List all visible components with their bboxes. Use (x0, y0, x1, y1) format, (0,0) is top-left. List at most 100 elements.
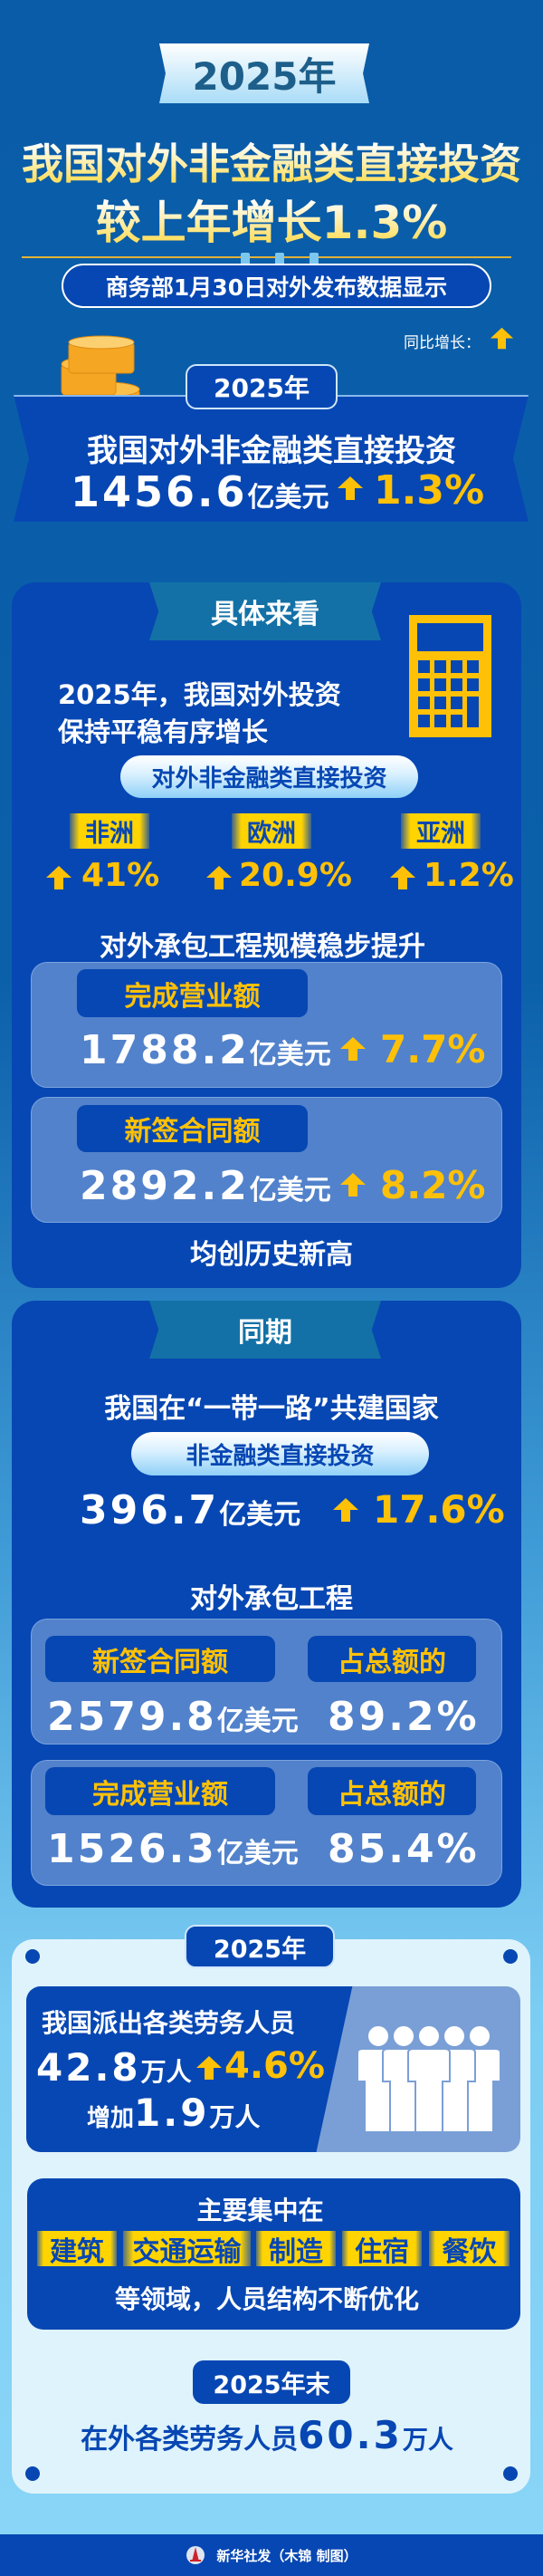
gold-divider (22, 256, 511, 258)
details-pill-label: 对外非金融类直接投资 (151, 765, 387, 793)
labor-increase-unit: 万人 (209, 2102, 261, 2132)
contract-value: 2579.8亿美元 (47, 1694, 299, 1740)
footer-bar: 新华社发（木锦 制图） (0, 2534, 543, 2576)
credit-text: 新华社发（木锦 制图） (216, 2547, 357, 2564)
xinhua-logo-icon (186, 2546, 205, 2564)
year-banner-text: 2025年 (192, 53, 337, 99)
summary-value-number: 1456.6 (71, 467, 248, 516)
details-intro-line1: 2025年，我国对外投资 (58, 679, 341, 710)
share-value: 85.4% (328, 1826, 480, 1872)
contract-label: 新签合同额 (45, 1636, 275, 1682)
up-arrow-icon (45, 864, 72, 891)
contract-label: 完成营业额 (77, 969, 308, 1017)
headline-line1: 我国对外非金融类直接投资 (0, 131, 543, 191)
belt-road-heading: 我国在“一带一路”共建国家 (104, 1393, 439, 1425)
sector-tag: 交通运输 (123, 2231, 251, 2268)
calculator-icon (409, 615, 491, 737)
corner-dot (503, 1949, 518, 1964)
summary-ribbon (14, 395, 529, 522)
contract-label-text: 完成营业额 (92, 1778, 228, 1811)
corner-dot (503, 2466, 518, 2481)
share-label-text: 占总额的 (338, 1646, 446, 1678)
belt-road-pill: 非金融类直接投资 (131, 1432, 429, 1475)
sector-name: 餐饮 (442, 2235, 497, 2268)
share-label: 占总额的 (308, 1636, 476, 1682)
focus-heading: 主要集中在 (196, 2196, 324, 2225)
belt-road-tab-label: 同期 (238, 1317, 292, 1349)
labor-increase-prefix: 增加 (87, 2105, 135, 2132)
region-growth: 41% (81, 857, 160, 894)
sector-tag: 建筑 (37, 2231, 117, 2268)
contract-value-number: 1526.3 (47, 1826, 217, 1872)
labor-unit: 万人 (140, 2057, 192, 2087)
up-arrow-icon (339, 1171, 367, 1198)
share-label: 占总额的 (308, 1767, 476, 1815)
belt-road-growth: 17.6% (373, 1487, 505, 1532)
labor-year-tab: 2025年 (185, 1925, 335, 1968)
contract-label: 新签合同额 (77, 1105, 308, 1152)
summary-unit: 亿美元 (247, 482, 329, 514)
sector-name: 制造 (269, 2235, 323, 2268)
people-group-icon (357, 2025, 501, 2132)
contract-label-text: 新签合同额 (92, 1646, 228, 1678)
sector-tag: 餐饮 (429, 2231, 510, 2268)
legend-label: 同比增长： (404, 334, 481, 352)
contract-value: 1526.3亿美元 (47, 1826, 299, 1872)
labor-heading: 我国派出各类劳务人员 (42, 2008, 296, 2038)
divider-tab (241, 253, 250, 267)
region-europe: 欧洲 (232, 813, 311, 849)
details-footer: 均创历史新高 (190, 1239, 353, 1271)
sector-tag: 住宿 (342, 2231, 422, 2268)
belt-road-value-number: 396.7 (80, 1487, 220, 1533)
labor-year: 2025年 (213, 1935, 307, 1964)
region-africa: 非洲 (70, 813, 149, 849)
contract-growth: 8.2% (380, 1163, 486, 1207)
up-arrow-icon (490, 326, 514, 351)
source-text: 商务部1月30日对外发布数据显示 (105, 274, 448, 301)
summary-label: 我国对外非金融类直接投资 (87, 433, 456, 469)
focus-footer: 等领域，人员结构不断优化 (114, 2284, 419, 2314)
sector-name: 建筑 (50, 2235, 104, 2268)
labor-growth: 4.6% (224, 2045, 325, 2087)
contract-heading: 对外承包工程规模稳步提升 (100, 931, 425, 963)
contract-label: 完成营业额 (45, 1767, 275, 1815)
yearend-badge: 2025年末 (193, 2360, 350, 2404)
contract-label-text: 完成营业额 (124, 980, 261, 1013)
summary-year: 2025年 (214, 373, 310, 403)
share-label-text: 占总额的 (338, 1778, 446, 1811)
sector-name: 交通运输 (132, 2235, 242, 2268)
yearend-unit: 万人 (402, 2425, 453, 2455)
headline-line2: 较上年增长1.3% (0, 187, 543, 252)
coins-icon (61, 335, 140, 410)
contract-value-number: 2579.8 (47, 1694, 217, 1740)
belt-road-contract-heading: 对外承包工程 (190, 1583, 353, 1615)
belt-road-value: 396.7亿美元 (80, 1487, 300, 1533)
region-asia: 亚洲 (401, 813, 481, 849)
labor-increase: 增加1.9万人 (87, 2091, 260, 2135)
divider-tab (310, 253, 319, 267)
contract-unit: 亿美元 (216, 1838, 299, 1870)
contract-value-number: 2892.2 (80, 1163, 250, 1209)
region-name: 欧洲 (247, 820, 296, 848)
up-arrow-icon (195, 2054, 223, 2081)
corner-dot (25, 1949, 40, 1964)
sector-name: 住宿 (355, 2235, 409, 2268)
belt-road-pill-label: 非金融类直接投资 (186, 1442, 375, 1470)
contract-value: 1788.2亿美元 (80, 1027, 331, 1073)
labor-value: 42.8万人 (36, 2045, 192, 2090)
share-value: 89.2% (328, 1694, 480, 1740)
details-intro-line2: 保持平稳有序增长 (58, 716, 269, 747)
contract-unit: 亿美元 (249, 1175, 331, 1206)
details-tab-label: 具体来看 (211, 599, 319, 630)
up-arrow-icon (389, 864, 416, 891)
corner-dot (25, 2466, 40, 2481)
details-pill: 对外非金融类直接投资 (120, 755, 418, 798)
up-arrow-icon (339, 1035, 367, 1062)
up-arrow-icon (337, 475, 364, 502)
belt-road-tab: 同期 (149, 1301, 381, 1359)
region-growth: 20.9% (239, 857, 352, 894)
region-name: 非洲 (85, 820, 134, 848)
yearend-line: 在外各类劳务人员60.3万人 (0, 2413, 534, 2457)
up-arrow-icon (332, 1496, 359, 1523)
contract-value: 2892.2亿美元 (80, 1163, 331, 1209)
